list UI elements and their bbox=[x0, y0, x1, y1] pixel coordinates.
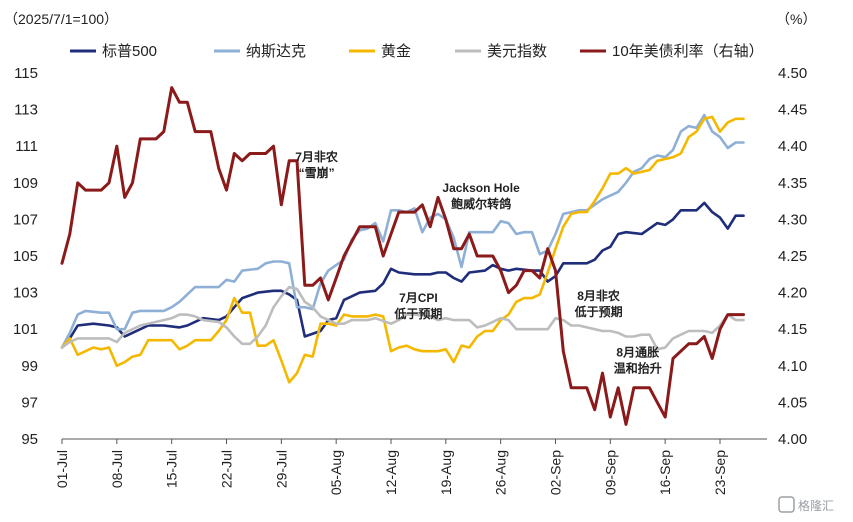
legend-label: 美元指数 bbox=[487, 43, 547, 60]
x-tick-label: 15-Jul bbox=[164, 450, 180, 488]
annotation-text: 7月CPI bbox=[399, 291, 438, 305]
annotations: 7月非农“雪崩”Jackson Hole鲍威尔转鸽7月CPI低于预期8月非农低于… bbox=[295, 149, 662, 376]
annotation-text: 鲍威尔转鸽 bbox=[451, 196, 511, 211]
left-tick-label: 105 bbox=[13, 248, 38, 265]
x-tick-label: 29-Jul bbox=[273, 450, 289, 488]
x-tick-label: 23-Sep bbox=[712, 450, 728, 495]
left-tick-label: 95 bbox=[21, 431, 38, 448]
left-tick-label: 101 bbox=[13, 321, 38, 338]
series-line-2 bbox=[60, 115, 745, 384]
annotation-text: 8月非农 bbox=[577, 288, 620, 303]
annotation-text: 7月非农 bbox=[295, 149, 338, 164]
x-tick-label: 02-Sep bbox=[548, 450, 564, 495]
legend-label: 纳斯达克 bbox=[246, 43, 306, 60]
watermark: 格隆汇 bbox=[778, 496, 834, 513]
legend: 标普500 纳斯达克 黄金 美元指数 10年美债利率（右轴） bbox=[70, 43, 764, 60]
right-tick-label: 4.30 bbox=[778, 211, 807, 228]
left-tick-label: 111 bbox=[15, 138, 38, 155]
legend-label: 标普500 bbox=[102, 43, 157, 60]
right-tick-label: 4.25 bbox=[778, 248, 807, 265]
right-tick-label: 4.15 bbox=[778, 321, 807, 338]
x-tick-label: 05-Aug bbox=[328, 450, 344, 495]
series-line-4 bbox=[60, 86, 745, 426]
series-lines bbox=[60, 86, 745, 426]
right-axis-ticks: 4.50 4.45 4.40 4.35 4.30 4.25 4.20 4.15 4.10 4.05… bbox=[778, 65, 807, 448]
annotation-text: 低于预期 bbox=[574, 304, 623, 319]
left-tick-label: 103 bbox=[13, 285, 38, 302]
annotation-text: 低于预期 bbox=[393, 306, 442, 321]
watermark-text: 格隆汇 bbox=[798, 498, 834, 513]
legend-label: 10年美债利率（右轴） bbox=[612, 43, 764, 60]
annotation-text: “雪崩” bbox=[299, 165, 335, 180]
left-tick-label: 97 bbox=[21, 394, 38, 411]
x-tick-label: 12-Aug bbox=[383, 450, 399, 495]
right-tick-label: 4.50 bbox=[778, 65, 807, 82]
right-tick-label: 4.20 bbox=[778, 285, 807, 302]
left-axis-unit: （2025/7/1=100） bbox=[4, 11, 118, 27]
right-tick-label: 4.40 bbox=[778, 138, 807, 155]
left-tick-label: 109 bbox=[13, 175, 38, 192]
right-tick-label: 4.35 bbox=[778, 175, 807, 192]
annotation-text: 温和抬升 bbox=[614, 361, 662, 376]
x-tick-label: 09-Sep bbox=[602, 450, 618, 495]
x-tick-label: 16-Sep bbox=[657, 450, 673, 495]
right-axis-unit: （%） bbox=[776, 11, 816, 27]
left-tick-label: 115 bbox=[14, 65, 38, 82]
right-tick-label: 4.00 bbox=[778, 431, 807, 448]
right-tick-label: 4.10 bbox=[778, 358, 807, 375]
x-tick-label: 22-Jul bbox=[219, 450, 235, 488]
annotation-text: Jackson Hole bbox=[442, 181, 520, 195]
x-tick-label: 01-Jul bbox=[54, 450, 70, 488]
x-tick-label: 08-Jul bbox=[109, 450, 125, 488]
series-line-3 bbox=[60, 285, 745, 351]
legend-label: 黄金 bbox=[381, 43, 411, 60]
x-axis-ticks: 01-Jul 08-Jul 15-Jul 22-Jul 29-Jul 05-Aug 12-A… bbox=[54, 439, 728, 495]
right-tick-label: 4.45 bbox=[778, 102, 807, 119]
series-line-0 bbox=[60, 201, 745, 349]
left-tick-label: 113 bbox=[14, 102, 38, 119]
left-axis-ticks: 115 113 111 109 107 105 103 101 99 97 95 bbox=[13, 65, 38, 448]
x-tick-label: 26-Aug bbox=[493, 450, 509, 495]
series-line-1 bbox=[60, 113, 745, 349]
right-tick-label: 4.05 bbox=[778, 394, 807, 411]
annotation-text: 8月通胀 bbox=[616, 345, 659, 360]
x-tick-label: 19-Aug bbox=[438, 450, 454, 495]
watermark-logo-icon bbox=[778, 496, 795, 513]
left-tick-label: 99 bbox=[21, 358, 38, 375]
left-tick-label: 107 bbox=[13, 211, 38, 228]
